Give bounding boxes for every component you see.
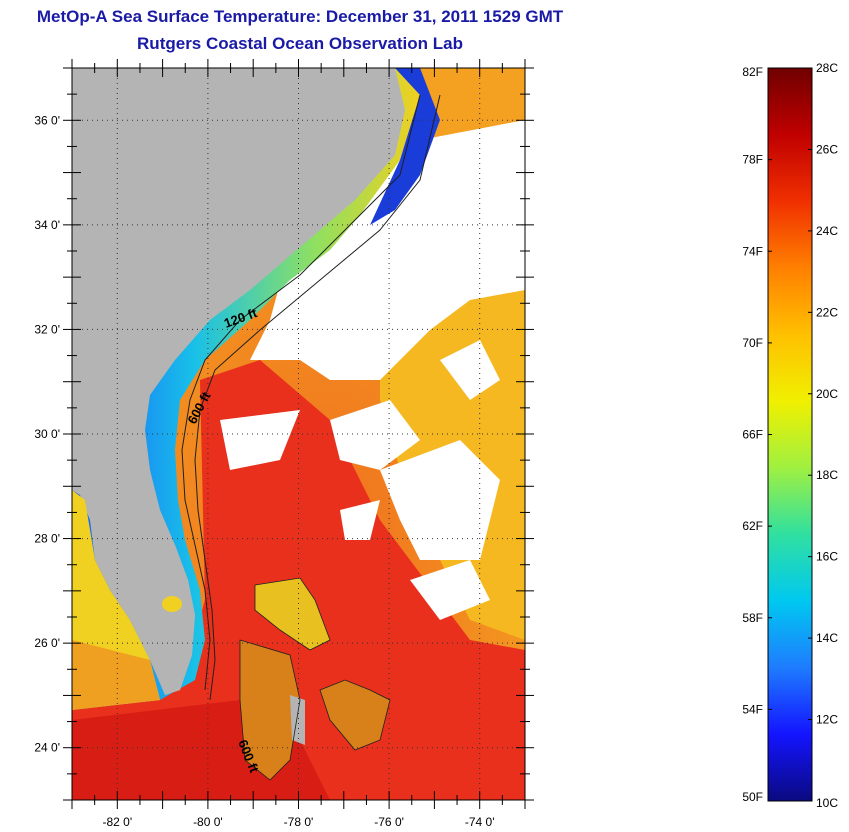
colorbar-c-label: 24C bbox=[816, 224, 838, 238]
map-ticks bbox=[63, 59, 534, 809]
great-bahama-bank bbox=[240, 640, 300, 780]
lat-tick-label: 34 0' bbox=[34, 218, 60, 232]
contour-600ft bbox=[194, 94, 441, 701]
map-gridlines bbox=[72, 68, 525, 800]
colorbar-f-label: 54F bbox=[742, 702, 763, 716]
lon-tick-label: -80 0' bbox=[193, 815, 223, 829]
lat-tick-label: 28 0' bbox=[34, 532, 60, 546]
lake-okeechobee bbox=[162, 596, 182, 612]
colorbar-fahrenheit-labels: 82F 78F 74F 70F 66F 62F 58F 54F 50F bbox=[742, 65, 763, 804]
lat-tick-label: 26 0' bbox=[34, 636, 60, 650]
map-title: MetOp-A Sea Surface Temperature: Decembe… bbox=[36, 7, 564, 26]
lat-tick-label: 24 0' bbox=[34, 741, 60, 755]
colorbar-c-label: 28C bbox=[816, 61, 838, 75]
colorbar-f-label: 58F bbox=[742, 611, 763, 625]
lon-tick-label: -78 0' bbox=[284, 815, 314, 829]
lon-tick-label: -82 0' bbox=[102, 815, 132, 829]
lon-tick-label: -76 0' bbox=[374, 815, 404, 829]
andros-island bbox=[290, 695, 305, 745]
colorbar-c-label: 14C bbox=[816, 631, 838, 645]
colorbar-f-label: 74F bbox=[742, 244, 763, 258]
lat-tick-label: 36 0' bbox=[34, 113, 60, 127]
lat-tick-label: 32 0' bbox=[34, 322, 60, 336]
longitude-labels: -82 0' -80 0' -78 0' -76 0' -74 0' bbox=[102, 815, 494, 829]
lat-tick-label: 30 0' bbox=[34, 427, 60, 441]
colorbar-c-label: 16C bbox=[816, 550, 838, 564]
colorbar-c-label: 10C bbox=[816, 796, 838, 810]
colorbar-c-label: 12C bbox=[816, 713, 838, 727]
colorbar-c-label: 22C bbox=[816, 305, 838, 319]
latitude-labels: 24 0' 26 0' 28 0' 30 0' 32 0' 34 0' 36 0' bbox=[34, 113, 60, 754]
colorbar-c-label: 20C bbox=[816, 387, 838, 401]
colorbar-f-label: 70F bbox=[742, 336, 763, 350]
colorbar-f-label: 82F bbox=[742, 65, 763, 79]
colorbar-c-label: 18C bbox=[816, 468, 838, 482]
contour-120ft bbox=[181, 94, 421, 691]
colorbar-c-label: 26C bbox=[816, 142, 838, 156]
colorbar-celsius-labels: 28C 26C 24C 22C 20C 18C 16C 14C 12C 10C bbox=[816, 61, 838, 810]
little-bahama-bank bbox=[255, 578, 330, 650]
colorbar-f-label: 62F bbox=[742, 519, 763, 533]
map-plot-area: 120 ft 600 ft 600 ft bbox=[72, 68, 525, 800]
land-florida-carolinas bbox=[72, 68, 405, 695]
cloud-patch bbox=[330, 400, 420, 470]
colorbar-f-label: 66F bbox=[742, 428, 763, 442]
colorbar-ticks bbox=[768, 67, 812, 802]
colorbar-f-label: 50F bbox=[742, 790, 763, 804]
colorbar-f-label: 78F bbox=[742, 153, 763, 167]
lon-tick-label: -74 0' bbox=[465, 815, 495, 829]
colorbar bbox=[767, 67, 813, 802]
map-subtitle: Rutgers Coastal Ocean Observation Lab bbox=[137, 34, 463, 53]
cloud-cover-north bbox=[250, 120, 525, 380]
